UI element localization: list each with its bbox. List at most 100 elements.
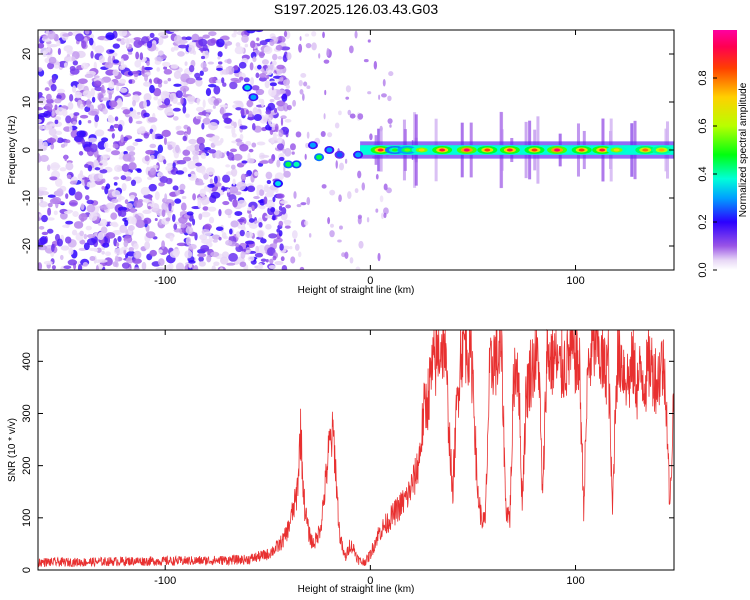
spectrogram-noise-blob	[375, 208, 379, 213]
spectrogram-noise-blob	[186, 95, 196, 102]
spectrogram-noise-blob	[125, 256, 134, 264]
spectrogram-noise-blob	[139, 52, 144, 61]
spectrogram-noise-blob	[134, 60, 142, 68]
spectrogram-noise-blob	[136, 127, 146, 134]
spectrogram-noise-blob	[96, 247, 102, 253]
spectrogram-noise-blob	[199, 143, 205, 151]
spectrogram-x-tick-label: 100	[566, 275, 584, 287]
spectrogram-noise-blob	[108, 92, 113, 100]
spectrogram-noise-blob	[149, 143, 157, 149]
snr-panel: -100 0 100 0 100 200 300 400 Height of straigh…	[7, 328, 675, 595]
spectrogram-noise-blob	[327, 217, 331, 225]
spectrogram-noise-blob	[387, 95, 392, 102]
spectrogram-noise-blob	[233, 64, 239, 71]
spectrogram-noise-blob	[143, 217, 152, 225]
spectrogram-noise-blob	[49, 176, 58, 181]
spectrogram-noise-blob	[233, 79, 242, 84]
spectrogram-noise-blob	[99, 166, 104, 170]
spectrogram-noise-blob	[38, 97, 47, 106]
spectrogram-noise-blob	[84, 106, 91, 113]
spectrogram-noise-blob	[97, 104, 102, 111]
spectrogram-noise-blob	[196, 97, 200, 105]
spectrogram-noise-blob	[59, 212, 68, 220]
spectrogram-noise-blob	[90, 50, 94, 59]
spectrogram-noise-blob	[382, 79, 386, 87]
spectrogram-noise-blob	[178, 39, 188, 44]
spectrogram-noise-blob	[284, 225, 291, 229]
spectrogram-noise-blob	[123, 240, 129, 248]
spectrogram-noise-blob	[383, 183, 388, 191]
spectrogram-noise-blob	[65, 115, 72, 124]
spectrogram-noise-blob	[51, 265, 56, 270]
spectrogram-noise-blob	[207, 183, 215, 188]
spectrogram-doppler-segment	[326, 147, 333, 153]
spectrogram-doppler-segment	[250, 94, 257, 100]
spectrogram-noise-blob	[172, 185, 179, 191]
spectrogram-noise-blob	[75, 33, 84, 42]
spectrogram-noise-blob	[41, 214, 48, 223]
spectrogram-noise-blob	[97, 259, 108, 263]
spectrogram-noise-blob	[369, 133, 373, 141]
spectrogram-noise-blob	[65, 162, 74, 171]
spectrogram-noise-blob	[200, 152, 207, 159]
spectrogram-noise-blob	[196, 136, 205, 145]
spectrogram-noise-blob	[219, 191, 225, 196]
spectrogram-noise-blob	[174, 189, 181, 196]
spectrogram-noise-blob	[119, 78, 126, 84]
spectrogram-noise-blob	[44, 87, 50, 91]
spectrogram-doppler-segment	[336, 152, 343, 158]
spectrogram-noise-blob	[173, 45, 179, 51]
spectrogram-noise-blob	[223, 117, 232, 124]
spectrogram-noise-blob	[117, 236, 122, 243]
spectrogram-noise-blob	[74, 91, 83, 99]
spectrogram-noise-blob	[109, 49, 115, 53]
spectrogram-noise-blob	[349, 113, 356, 119]
spectrogram-noise-blob	[228, 252, 238, 262]
spectrogram-noise-blob	[277, 105, 286, 112]
spectrogram-peak	[506, 148, 513, 152]
spectrogram-noise-blob	[169, 94, 174, 102]
spectrogram-noise-blob	[59, 167, 67, 172]
spectrogram-noise-blob	[128, 247, 135, 252]
spectrogram-noise-blob	[122, 109, 131, 115]
spectrogram-noise-blob	[329, 230, 335, 238]
spectrogram-noise-blob	[258, 189, 265, 196]
spectrogram-noise-blob	[88, 212, 98, 222]
spectrogram-noise-blob	[247, 116, 255, 121]
spectrogram-peak	[613, 148, 620, 152]
spectrogram-noise-blob	[367, 91, 372, 95]
spectrogram-noise-blob	[306, 131, 310, 139]
spectrogram-noise-blob	[245, 109, 249, 115]
spectrogram-plot-area	[38, 30, 674, 270]
spectrogram-noise-blob	[182, 156, 192, 162]
spectrogram-noise-blob	[47, 202, 53, 208]
spectrogram-noise-blob	[216, 38, 225, 48]
spectrogram-noise-blob	[210, 251, 220, 258]
spectrogram-noise-blob	[253, 220, 259, 224]
spectrogram-doppler-segment	[285, 161, 292, 167]
spectrogram-noise-blob	[209, 178, 213, 185]
spectrogram-noise-blob	[270, 138, 275, 145]
spectrogram-noise-blob	[216, 67, 223, 71]
spectrogram-noise-blob	[206, 38, 216, 46]
spectrogram-peak	[484, 148, 491, 152]
spectrogram-noise-blob	[255, 88, 265, 96]
spectrogram-noise-blob	[161, 240, 165, 250]
spectrogram-noise-blob	[281, 265, 288, 270]
spectrogram-noise-blob	[311, 31, 317, 37]
spectrogram-noise-blob	[192, 218, 196, 226]
spectrogram-noise-blob	[276, 100, 286, 107]
spectrogram-noise-blob	[123, 171, 132, 176]
spectrogram-noise-blob	[213, 99, 220, 106]
spectrogram-noise-blob	[73, 112, 80, 116]
snr-y-tick-label: 200	[21, 456, 33, 474]
spectrogram-noise-blob	[150, 154, 155, 160]
spectrogram-noise-blob	[241, 34, 249, 43]
spectrogram-noise-blob	[211, 265, 216, 270]
spectrogram-noise-blob	[281, 207, 287, 215]
spectrogram-noise-blob	[322, 31, 325, 39]
spectrogram-noise-blob	[248, 213, 253, 220]
spectrogram-noise-blob	[51, 243, 55, 252]
spectrogram-noise-blob	[44, 103, 53, 110]
